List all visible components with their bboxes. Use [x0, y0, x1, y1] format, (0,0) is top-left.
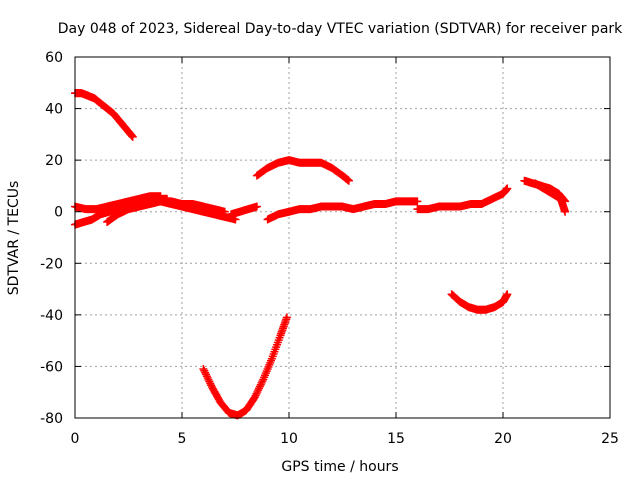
- data-point-interp: [412, 197, 421, 206]
- data-point-interp: [275, 333, 284, 342]
- series-arc-13: [531, 179, 570, 216]
- series-arc-9: [263, 197, 422, 224]
- series-arc-7: [227, 202, 261, 219]
- data-points: [71, 89, 570, 420]
- x-tick-label: 0: [71, 431, 80, 447]
- data-point-interp: [256, 380, 265, 389]
- data-point-interp: [255, 382, 264, 391]
- x-tick-label: 20: [494, 431, 512, 447]
- chart-title: Day 048 of 2023, Sidereal Day-to-day VTE…: [58, 21, 623, 37]
- series-arc-6: [199, 313, 291, 420]
- series-arc-8: [252, 156, 353, 185]
- data-point-interp: [267, 356, 276, 365]
- data-point-interp: [502, 185, 511, 194]
- x-tick-label: 15: [387, 431, 405, 447]
- data-point-interp: [254, 386, 263, 395]
- data-point-interp: [200, 366, 209, 375]
- y-tick-label: -20: [40, 256, 63, 272]
- data-point-interp: [257, 378, 266, 387]
- data-point-interp: [251, 391, 260, 400]
- x-axis-ticks: 0 5 10 15 20 25: [71, 57, 619, 447]
- data-point-interp: [253, 387, 262, 396]
- data-point-interp: [249, 395, 258, 404]
- data-point-interp: [344, 176, 353, 185]
- data-point-interp: [128, 132, 137, 141]
- series-arc-5: [156, 197, 240, 224]
- data-point-interp: [258, 377, 267, 386]
- y-tick-label: 60: [45, 50, 63, 66]
- series-arc-1: [71, 89, 137, 141]
- y-tick-label: 20: [45, 153, 63, 169]
- y-tick-label: -40: [40, 308, 63, 324]
- data-point-interp: [204, 375, 213, 384]
- data-point-interp: [202, 372, 211, 381]
- y-tick-label: -80: [40, 411, 63, 427]
- y-tick-label: -60: [40, 359, 63, 375]
- x-tick-label: 25: [601, 431, 619, 447]
- data-point-interp: [203, 374, 212, 383]
- y-tick-label: 0: [54, 205, 63, 221]
- data-point: [199, 365, 208, 374]
- x-axis-label: GPS time / hours: [281, 459, 398, 475]
- x-tick-label: 10: [280, 431, 298, 447]
- data-point-interp: [205, 377, 214, 386]
- data-point-interp: [201, 370, 210, 379]
- data-point-interp: [560, 206, 569, 215]
- x-tick-label: 5: [178, 431, 187, 447]
- y-axis-ticks: 60 40 20 0 -20 -40 -60 -80: [40, 50, 610, 427]
- y-axis-label: SDTVAR / TECUs: [6, 181, 22, 296]
- data-point-interp: [282, 315, 291, 324]
- series-arc-3: [71, 192, 165, 214]
- data-point-interp: [502, 291, 511, 300]
- data-point-interp: [252, 389, 261, 398]
- y-tick-label: 40: [45, 102, 63, 118]
- plot-frame: [74, 56, 611, 419]
- grid: [75, 57, 610, 418]
- data-point-interp: [214, 395, 223, 404]
- series-arc-10: [413, 184, 512, 214]
- data-point-interp: [206, 379, 215, 388]
- series-arc-11: [447, 290, 512, 314]
- data-point-interp: [255, 384, 264, 393]
- data-point-interp: [201, 368, 210, 377]
- data-point-interp: [252, 202, 261, 211]
